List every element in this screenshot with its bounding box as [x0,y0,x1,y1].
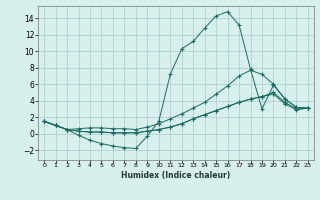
X-axis label: Humidex (Indice chaleur): Humidex (Indice chaleur) [121,171,231,180]
